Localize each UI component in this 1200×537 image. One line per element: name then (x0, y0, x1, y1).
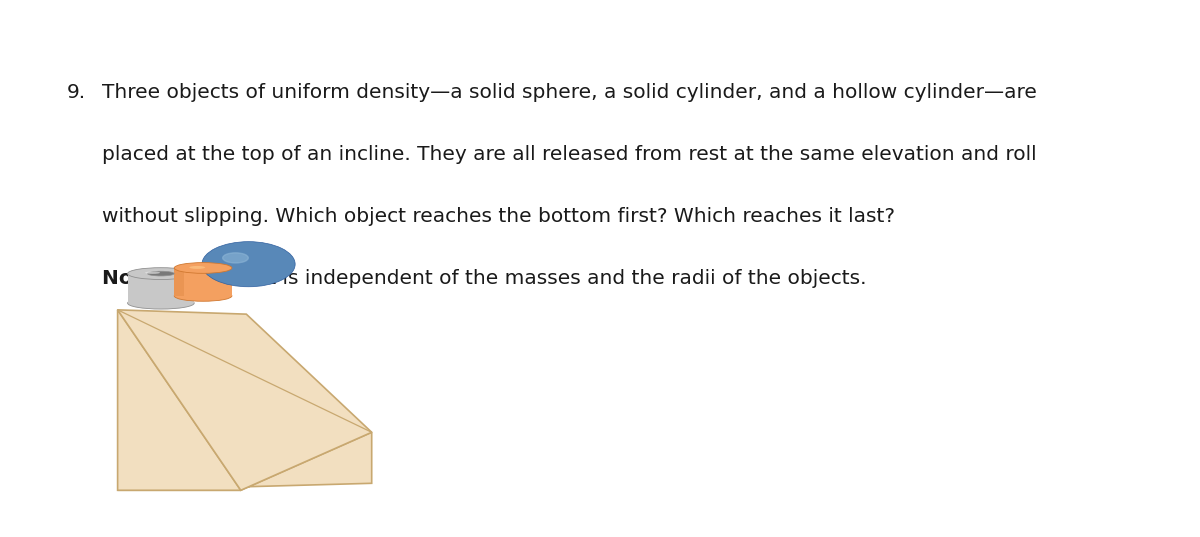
Ellipse shape (190, 266, 205, 269)
Ellipse shape (174, 291, 232, 301)
Text: without slipping. Which object reaches the bottom first? Which reaches it last?: without slipping. Which object reaches t… (102, 207, 895, 226)
Polygon shape (174, 268, 232, 296)
Ellipse shape (127, 297, 194, 309)
Text: the result is independent of the masses and the radii of the objects.: the result is independent of the masses … (173, 268, 866, 287)
Polygon shape (118, 310, 241, 490)
Ellipse shape (148, 271, 174, 276)
Polygon shape (118, 432, 372, 490)
Ellipse shape (127, 268, 194, 279)
Circle shape (202, 242, 295, 287)
Text: Three objects of uniform density—a solid sphere, a solid cylinder, and a hollow : Three objects of uniform density—a solid… (102, 83, 1037, 102)
Polygon shape (127, 273, 194, 303)
Ellipse shape (174, 263, 232, 273)
Text: placed at the top of an incline. They are all released from rest at the same ele: placed at the top of an incline. They ar… (102, 145, 1037, 164)
Ellipse shape (145, 272, 160, 274)
Text: 9.: 9. (66, 83, 85, 102)
Polygon shape (118, 310, 372, 490)
Polygon shape (174, 268, 185, 296)
Text: Note that: Note that (102, 268, 210, 287)
Ellipse shape (223, 253, 248, 263)
